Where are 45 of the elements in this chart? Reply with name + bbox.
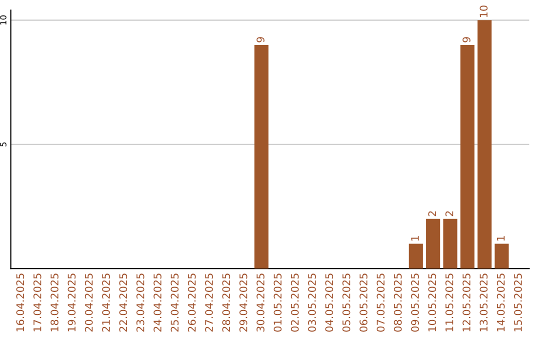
x-tick-label: 20.04.2025 <box>84 274 93 332</box>
x-tick-label: 18.04.2025 <box>50 274 58 332</box>
x-tick-label: 11.05.2025 <box>445 274 454 332</box>
x-tick-label: 12.05.2025 <box>462 274 470 332</box>
x-tick-label: 24.04.2025 <box>154 274 162 332</box>
x-tick-label: 14.05.2025 <box>496 274 505 332</box>
x-tick-label: 27.04.2025 <box>205 274 213 332</box>
x-tick-label: 04.05.2025 <box>325 274 334 332</box>
x-tick-label: 16.04.2025 <box>16 274 24 332</box>
bar <box>460 44 474 269</box>
x-tick-label: 09.05.2025 <box>411 274 419 332</box>
x-tick-label: 28.04.2025 <box>222 274 230 332</box>
x-tick-label: 05.05.2025 <box>342 274 350 332</box>
x-tick-label: 08.05.2025 <box>394 274 402 332</box>
bar <box>494 244 509 269</box>
x-tick-label: 29.04.2025 <box>239 274 248 332</box>
bar <box>426 218 440 269</box>
x-tick-label: 21.04.2025 <box>102 274 110 332</box>
data-label: 9 <box>256 37 264 42</box>
bar <box>478 20 492 269</box>
data-label: 9 <box>462 37 470 42</box>
x-tick-label: 25.04.2025 <box>170 274 179 332</box>
x-tick-label: 26.04.2025 <box>188 274 196 332</box>
bar <box>443 218 458 269</box>
x-tick-label: 15.05.2025 <box>514 274 522 332</box>
data-label: 2 <box>428 211 436 216</box>
x-tick-label: 10.05.2025 <box>428 274 436 332</box>
bar <box>408 244 423 269</box>
x-tick-label: 17.04.2025 <box>33 274 42 332</box>
x-tick-label: 02.05.2025 <box>290 274 299 332</box>
data-label: 10 <box>480 6 488 18</box>
data-label: 1 <box>497 236 505 241</box>
x-tick-label: 06.05.2025 <box>360 274 368 332</box>
data-label: 1 <box>411 236 419 241</box>
x-tick-label: 13.05.2025 <box>480 274 488 332</box>
x-tick-label: 01.05.2025 <box>274 274 282 332</box>
data-label: 2 <box>445 211 454 216</box>
x-tick-label: 03.05.2025 <box>308 274 316 332</box>
x-tick-label: 07.05.2025 <box>376 274 385 332</box>
x-tick-label: 19.04.2025 <box>68 274 76 332</box>
x-tick-label: 23.04.2025 <box>136 274 144 332</box>
x-tick-label: 22.04.2025 <box>119 274 128 332</box>
bar <box>254 44 268 269</box>
x-tick-label: 30.04.2025 <box>256 274 264 332</box>
y-tick-label: 5 <box>0 142 6 146</box>
